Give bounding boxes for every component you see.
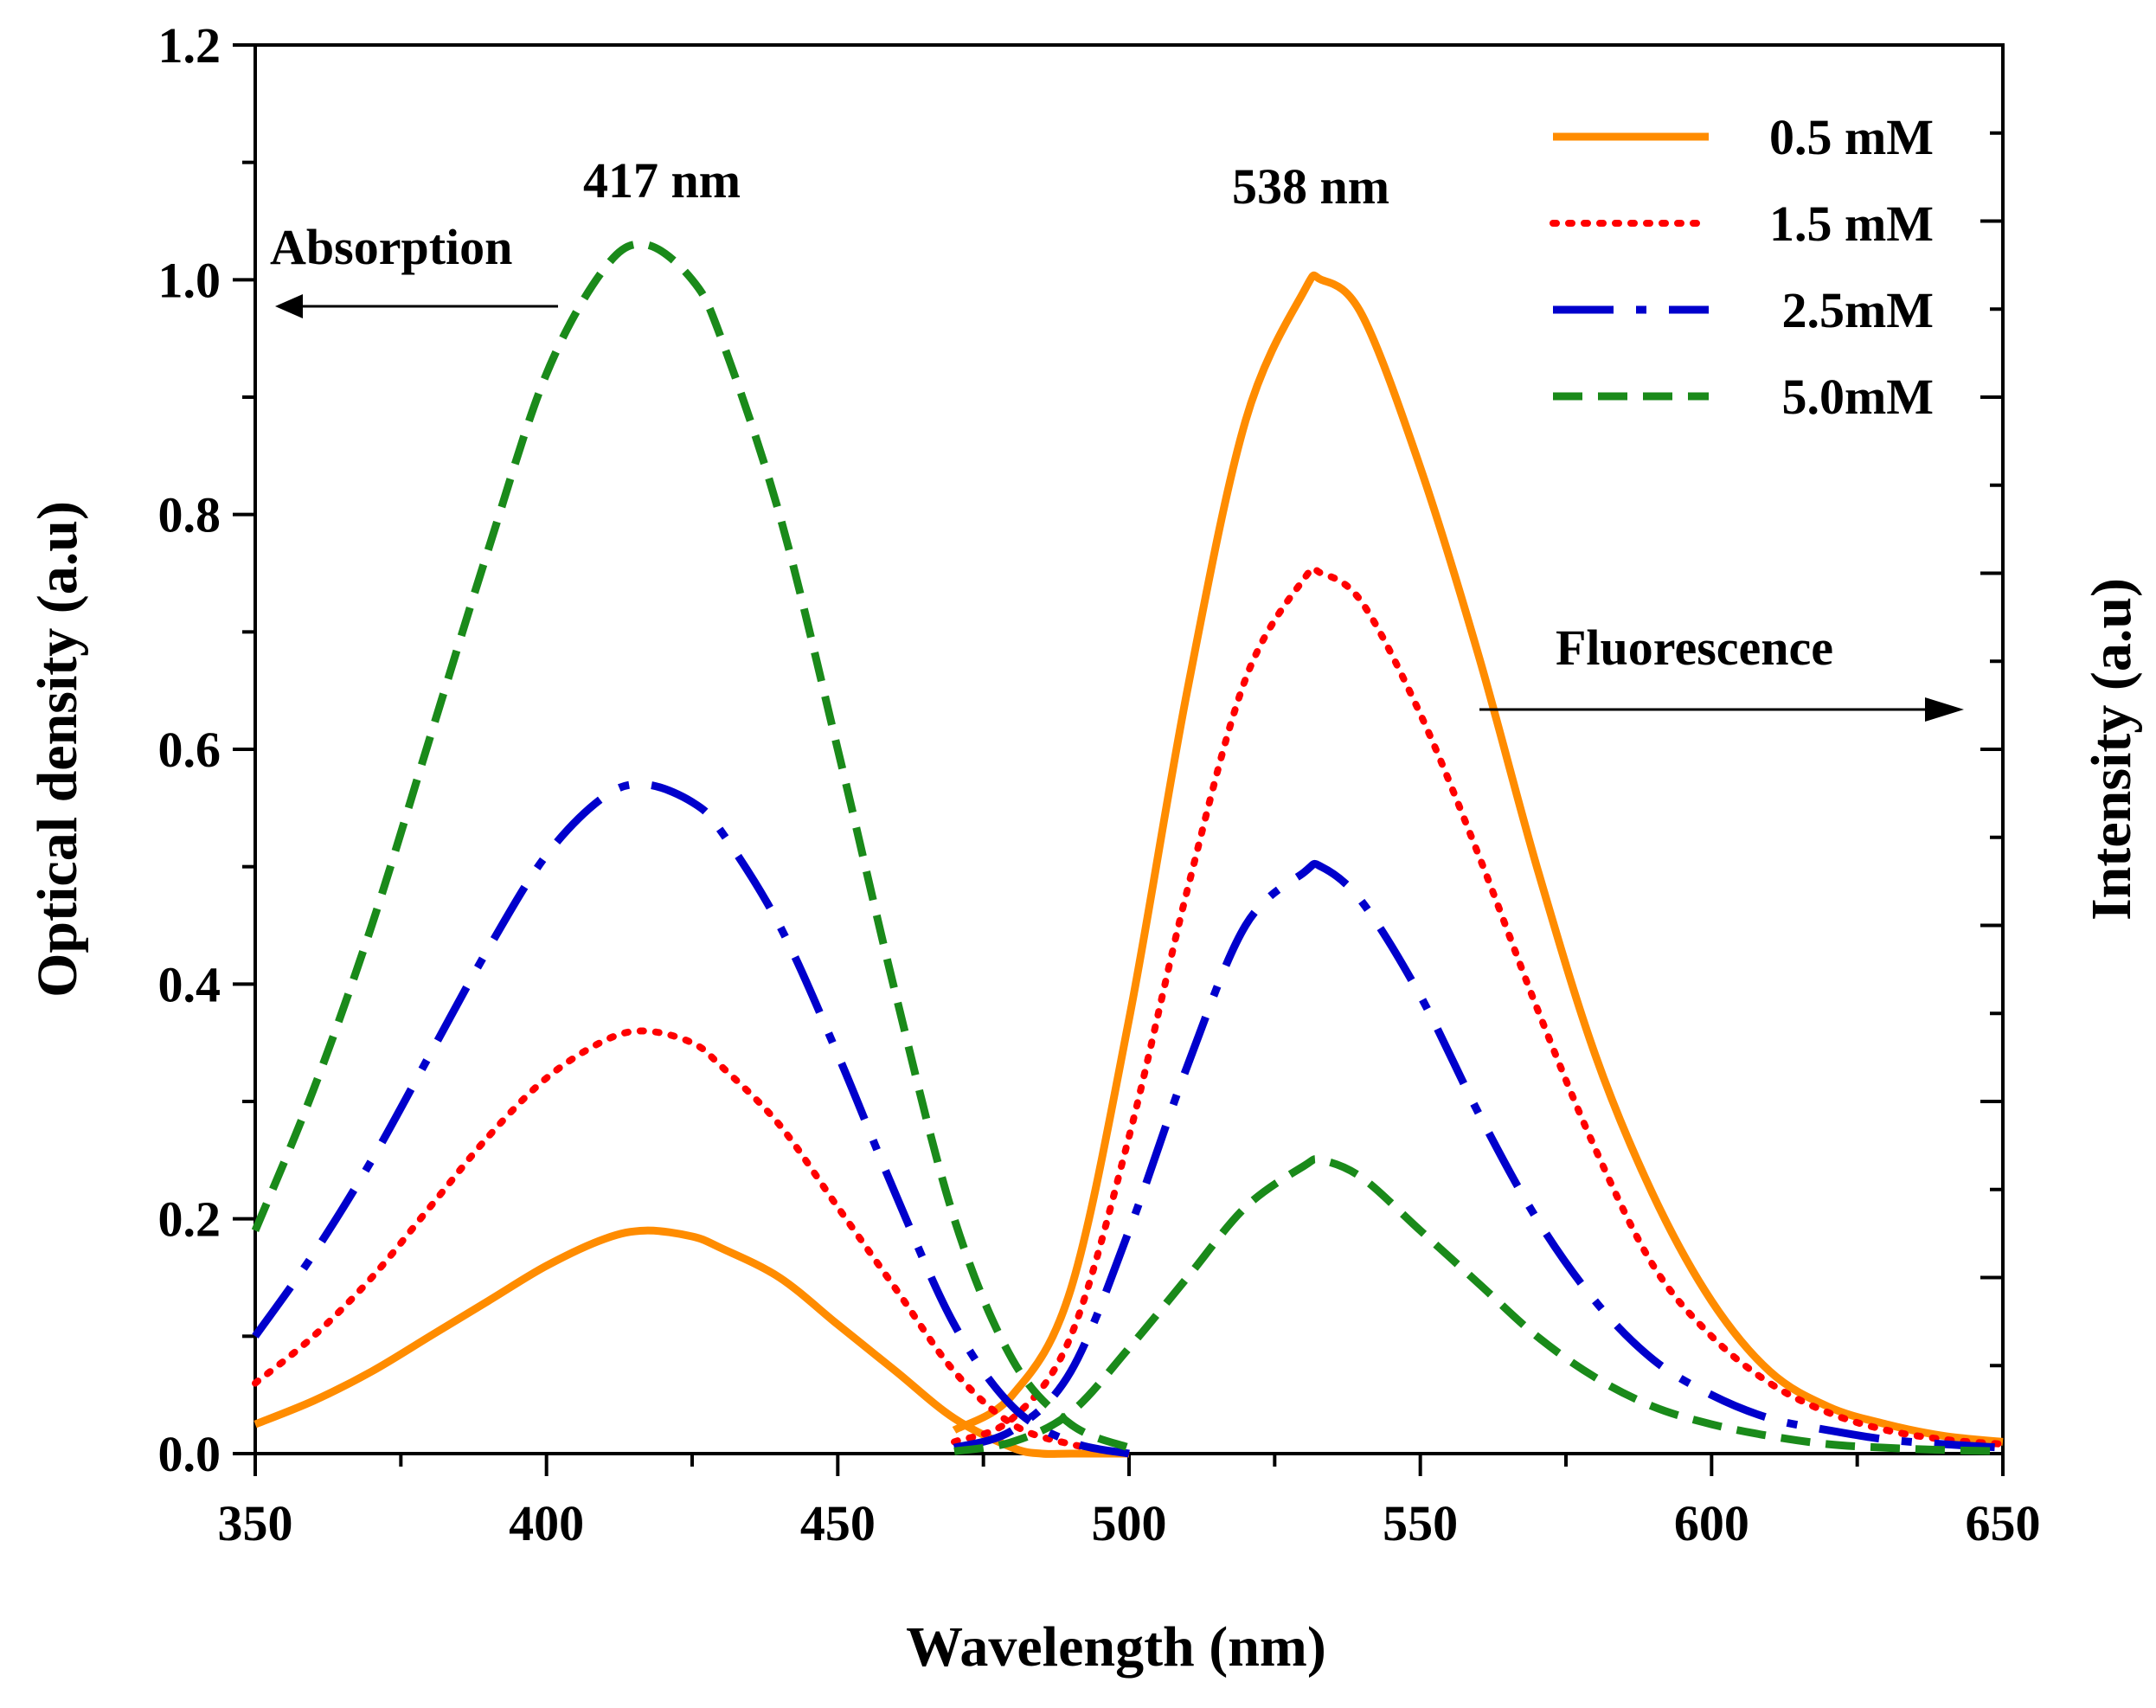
x-tick-label: 650 — [1966, 1495, 2041, 1551]
y-tick-label: 0.6 — [158, 722, 221, 778]
annotation-group: 417 nm 538 nm Absorption Fluorescence Wa… — [26, 152, 2143, 1679]
peak-absorption-label: 417 nm — [583, 152, 741, 209]
x-tick-label: 500 — [1092, 1495, 1167, 1551]
legend-label: 5.0mM — [1781, 369, 1934, 425]
series-line-fluorescence-2-5mm — [953, 859, 2004, 1452]
y-tick-label: 0.8 — [158, 487, 221, 543]
y-tick-label: 1.2 — [158, 17, 221, 74]
series-line-absorption-5-0mm — [251, 240, 1131, 1452]
series-line-fluorescence-0-5-mm — [952, 271, 2004, 1446]
series-line-fluorescence-1-5-mm — [951, 564, 2006, 1448]
x-tick-label: 450 — [800, 1495, 876, 1551]
x-tick-label: 400 — [509, 1495, 584, 1551]
legend-label: 1.5 mM — [1769, 196, 1934, 252]
y2-axis-label: Intensity (a.u) — [2080, 578, 2143, 921]
legend: 0.5 mM 1.5 mM 2.5mM 5.0mM — [1550, 109, 1934, 425]
fluorescence-label: Fluorescence — [1556, 620, 1833, 676]
absorption-arrowhead — [275, 294, 303, 318]
y-tick-label: 1.0 — [158, 252, 221, 308]
y-tick-label: 0.2 — [158, 1191, 221, 1248]
fluorescence-arrowhead — [1925, 697, 1964, 722]
y-tick-label: 0.0 — [158, 1426, 221, 1482]
absorption-label: Absorption — [270, 219, 512, 275]
peak-fluorescence-label: 538 nm — [1232, 158, 1389, 215]
x-axis-label: Wavelength (nm) — [906, 1615, 1326, 1679]
series-line-absorption-0-5-mm — [253, 1226, 1129, 1458]
series-group — [251, 240, 2006, 1458]
series-line-absorption-1-5-mm — [252, 1027, 1133, 1457]
legend-label: 2.5mM — [1781, 282, 1934, 338]
x-tick-label: 550 — [1383, 1495, 1458, 1551]
plot-frame — [253, 43, 2005, 1455]
series-line-absorption-2-5mm — [252, 780, 1130, 1458]
y-tick-label: 0.4 — [158, 956, 221, 1012]
x-tick-label: 600 — [1674, 1495, 1749, 1551]
x-tick-label: 350 — [218, 1495, 293, 1551]
legend-label: 0.5 mM — [1769, 109, 1934, 165]
y-axis-label: Optical density (a.u) — [26, 501, 89, 998]
series-line-fluorescence-5-0mm — [953, 1155, 2004, 1455]
